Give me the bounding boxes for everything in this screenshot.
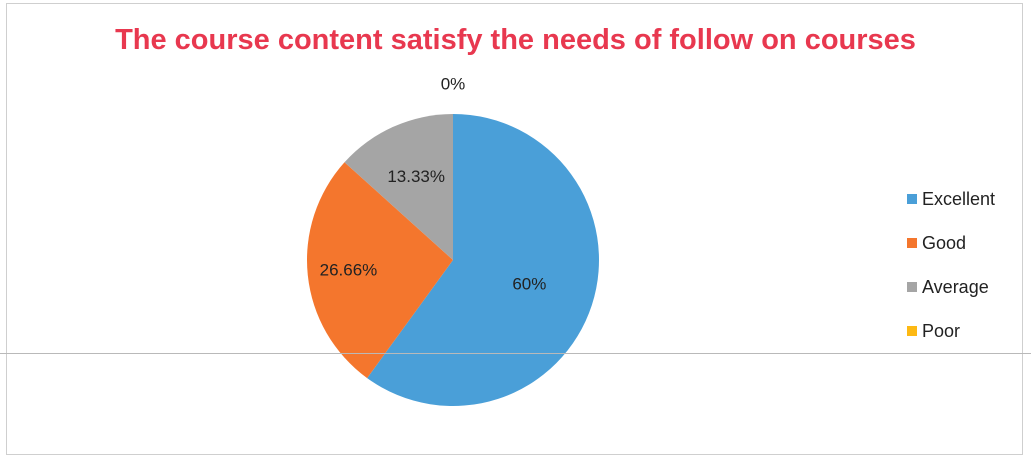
legend-item-average: Average: [907, 276, 995, 298]
legend-label-good: Good: [922, 232, 967, 253]
data-label-poor: 0%: [441, 74, 466, 93]
legend-label-poor: Poor: [922, 320, 961, 341]
chart-title: The course content satisfy the needs of …: [115, 24, 916, 56]
legend-label-average: Average: [922, 276, 989, 297]
legend-item-good: Good: [907, 232, 995, 254]
legend-swatch-average: [907, 282, 917, 292]
legend-swatch-poor: [907, 326, 917, 336]
pie-slice-excellent: [367, 114, 599, 407]
legend: Excellent Good Average Poor: [907, 188, 995, 364]
pie-slice-good: [307, 162, 453, 379]
legend-swatch-excellent: [907, 194, 917, 204]
pie-slice-average: [344, 114, 453, 260]
scan-divider-line: [0, 353, 1031, 354]
legend-item-excellent: Excellent: [907, 188, 995, 210]
legend-label-excellent: Excellent: [922, 188, 996, 209]
legend-swatch-good: [907, 238, 917, 248]
legend-item-poor: Poor: [907, 320, 995, 342]
data-label-good: 26.66%: [320, 260, 378, 279]
data-label-excellent: 60%: [512, 274, 546, 293]
data-label-average: 13.33%: [387, 167, 445, 186]
